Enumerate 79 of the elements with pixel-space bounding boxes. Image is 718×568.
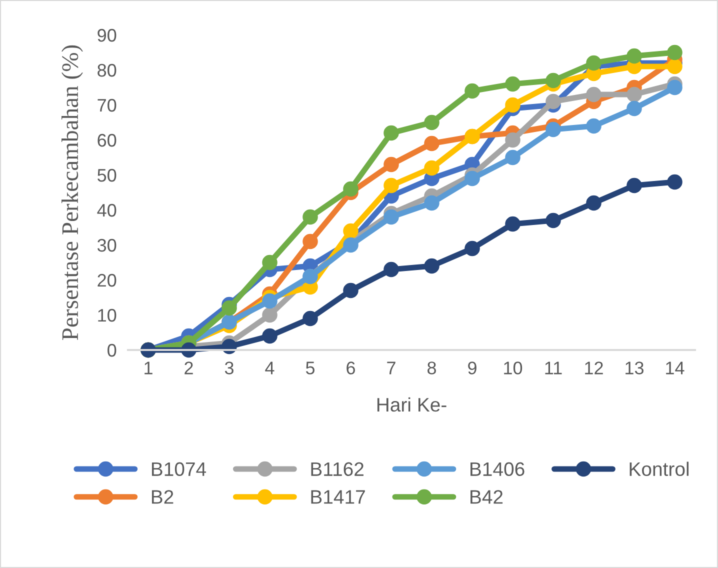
point bbox=[626, 48, 642, 64]
point bbox=[262, 328, 278, 344]
x-tick-label: 14 bbox=[666, 362, 684, 374]
x-tick-label: 6 bbox=[346, 362, 355, 374]
point bbox=[464, 170, 480, 186]
legend-label: Kontrol bbox=[630, 462, 689, 476]
point bbox=[586, 55, 602, 71]
legend-label: B1162 bbox=[311, 462, 364, 476]
x-tick-label: 13 bbox=[626, 362, 644, 374]
y-tick-label: 60 bbox=[98, 134, 116, 147]
point bbox=[302, 310, 318, 326]
legend-label: B1417 bbox=[311, 490, 365, 504]
point bbox=[626, 178, 642, 194]
x-tick-label: 7 bbox=[387, 362, 396, 374]
point bbox=[262, 307, 278, 323]
point bbox=[626, 100, 642, 116]
x-tick-label: 3 bbox=[224, 362, 234, 374]
point bbox=[384, 125, 399, 141]
y-tick-label: 70 bbox=[98, 98, 116, 112]
legend-label: B42 bbox=[470, 490, 503, 504]
point bbox=[505, 76, 520, 92]
point bbox=[505, 132, 520, 148]
point bbox=[505, 97, 520, 113]
x-tick-label: 10 bbox=[504, 362, 522, 374]
x-tick-label: 5 bbox=[306, 362, 315, 374]
x-tick-label: 9 bbox=[468, 362, 476, 374]
x-tick-label: 2 bbox=[184, 362, 193, 374]
point bbox=[667, 58, 682, 74]
point bbox=[464, 83, 480, 99]
point bbox=[384, 262, 399, 278]
y-tick-label: 50 bbox=[98, 168, 116, 182]
legend-label: B1406 bbox=[470, 462, 524, 476]
x-tick-label: 1 bbox=[144, 362, 152, 374]
point bbox=[424, 160, 440, 176]
point bbox=[222, 300, 237, 316]
point bbox=[667, 174, 682, 190]
y-tick-label: 0 bbox=[108, 344, 116, 357]
point bbox=[262, 254, 278, 270]
point bbox=[464, 240, 480, 256]
point bbox=[424, 258, 440, 274]
point bbox=[302, 234, 318, 250]
point bbox=[384, 178, 399, 194]
point bbox=[586, 86, 602, 102]
x-axis-title: Hari Ke- bbox=[377, 397, 446, 412]
point bbox=[302, 209, 318, 225]
point bbox=[505, 150, 520, 166]
point bbox=[343, 237, 358, 253]
point bbox=[586, 118, 602, 134]
point bbox=[667, 80, 682, 96]
point bbox=[384, 209, 399, 225]
y-tick-label: 90 bbox=[98, 28, 116, 42]
point bbox=[343, 223, 358, 239]
point bbox=[546, 94, 561, 110]
point bbox=[343, 181, 358, 197]
x-tick-label: 11 bbox=[545, 362, 562, 374]
point bbox=[546, 72, 561, 88]
point bbox=[667, 44, 682, 60]
y-tick-label: 80 bbox=[98, 64, 116, 77]
legend-label: B1074 bbox=[152, 462, 206, 476]
x-tick-label: 8 bbox=[428, 362, 436, 374]
point bbox=[586, 195, 602, 211]
y-axis-title: Persentase Perkecambahan (%) bbox=[62, 45, 83, 340]
y-tick-label: 40 bbox=[97, 204, 116, 217]
point bbox=[546, 212, 561, 228]
point bbox=[343, 282, 358, 298]
x-tick-label: 12 bbox=[585, 362, 603, 374]
point bbox=[262, 293, 278, 309]
y-tick-label: 20 bbox=[98, 274, 116, 287]
point bbox=[505, 216, 520, 232]
point bbox=[424, 195, 440, 211]
y-tick-label: 10 bbox=[98, 308, 116, 322]
point bbox=[424, 114, 440, 130]
point bbox=[546, 122, 561, 138]
x-tick-label: 4 bbox=[265, 362, 274, 374]
point bbox=[384, 156, 399, 172]
point bbox=[424, 136, 440, 152]
y-tick-label: 30 bbox=[97, 238, 116, 252]
point bbox=[626, 86, 642, 102]
legend-label: B2 bbox=[152, 490, 174, 504]
